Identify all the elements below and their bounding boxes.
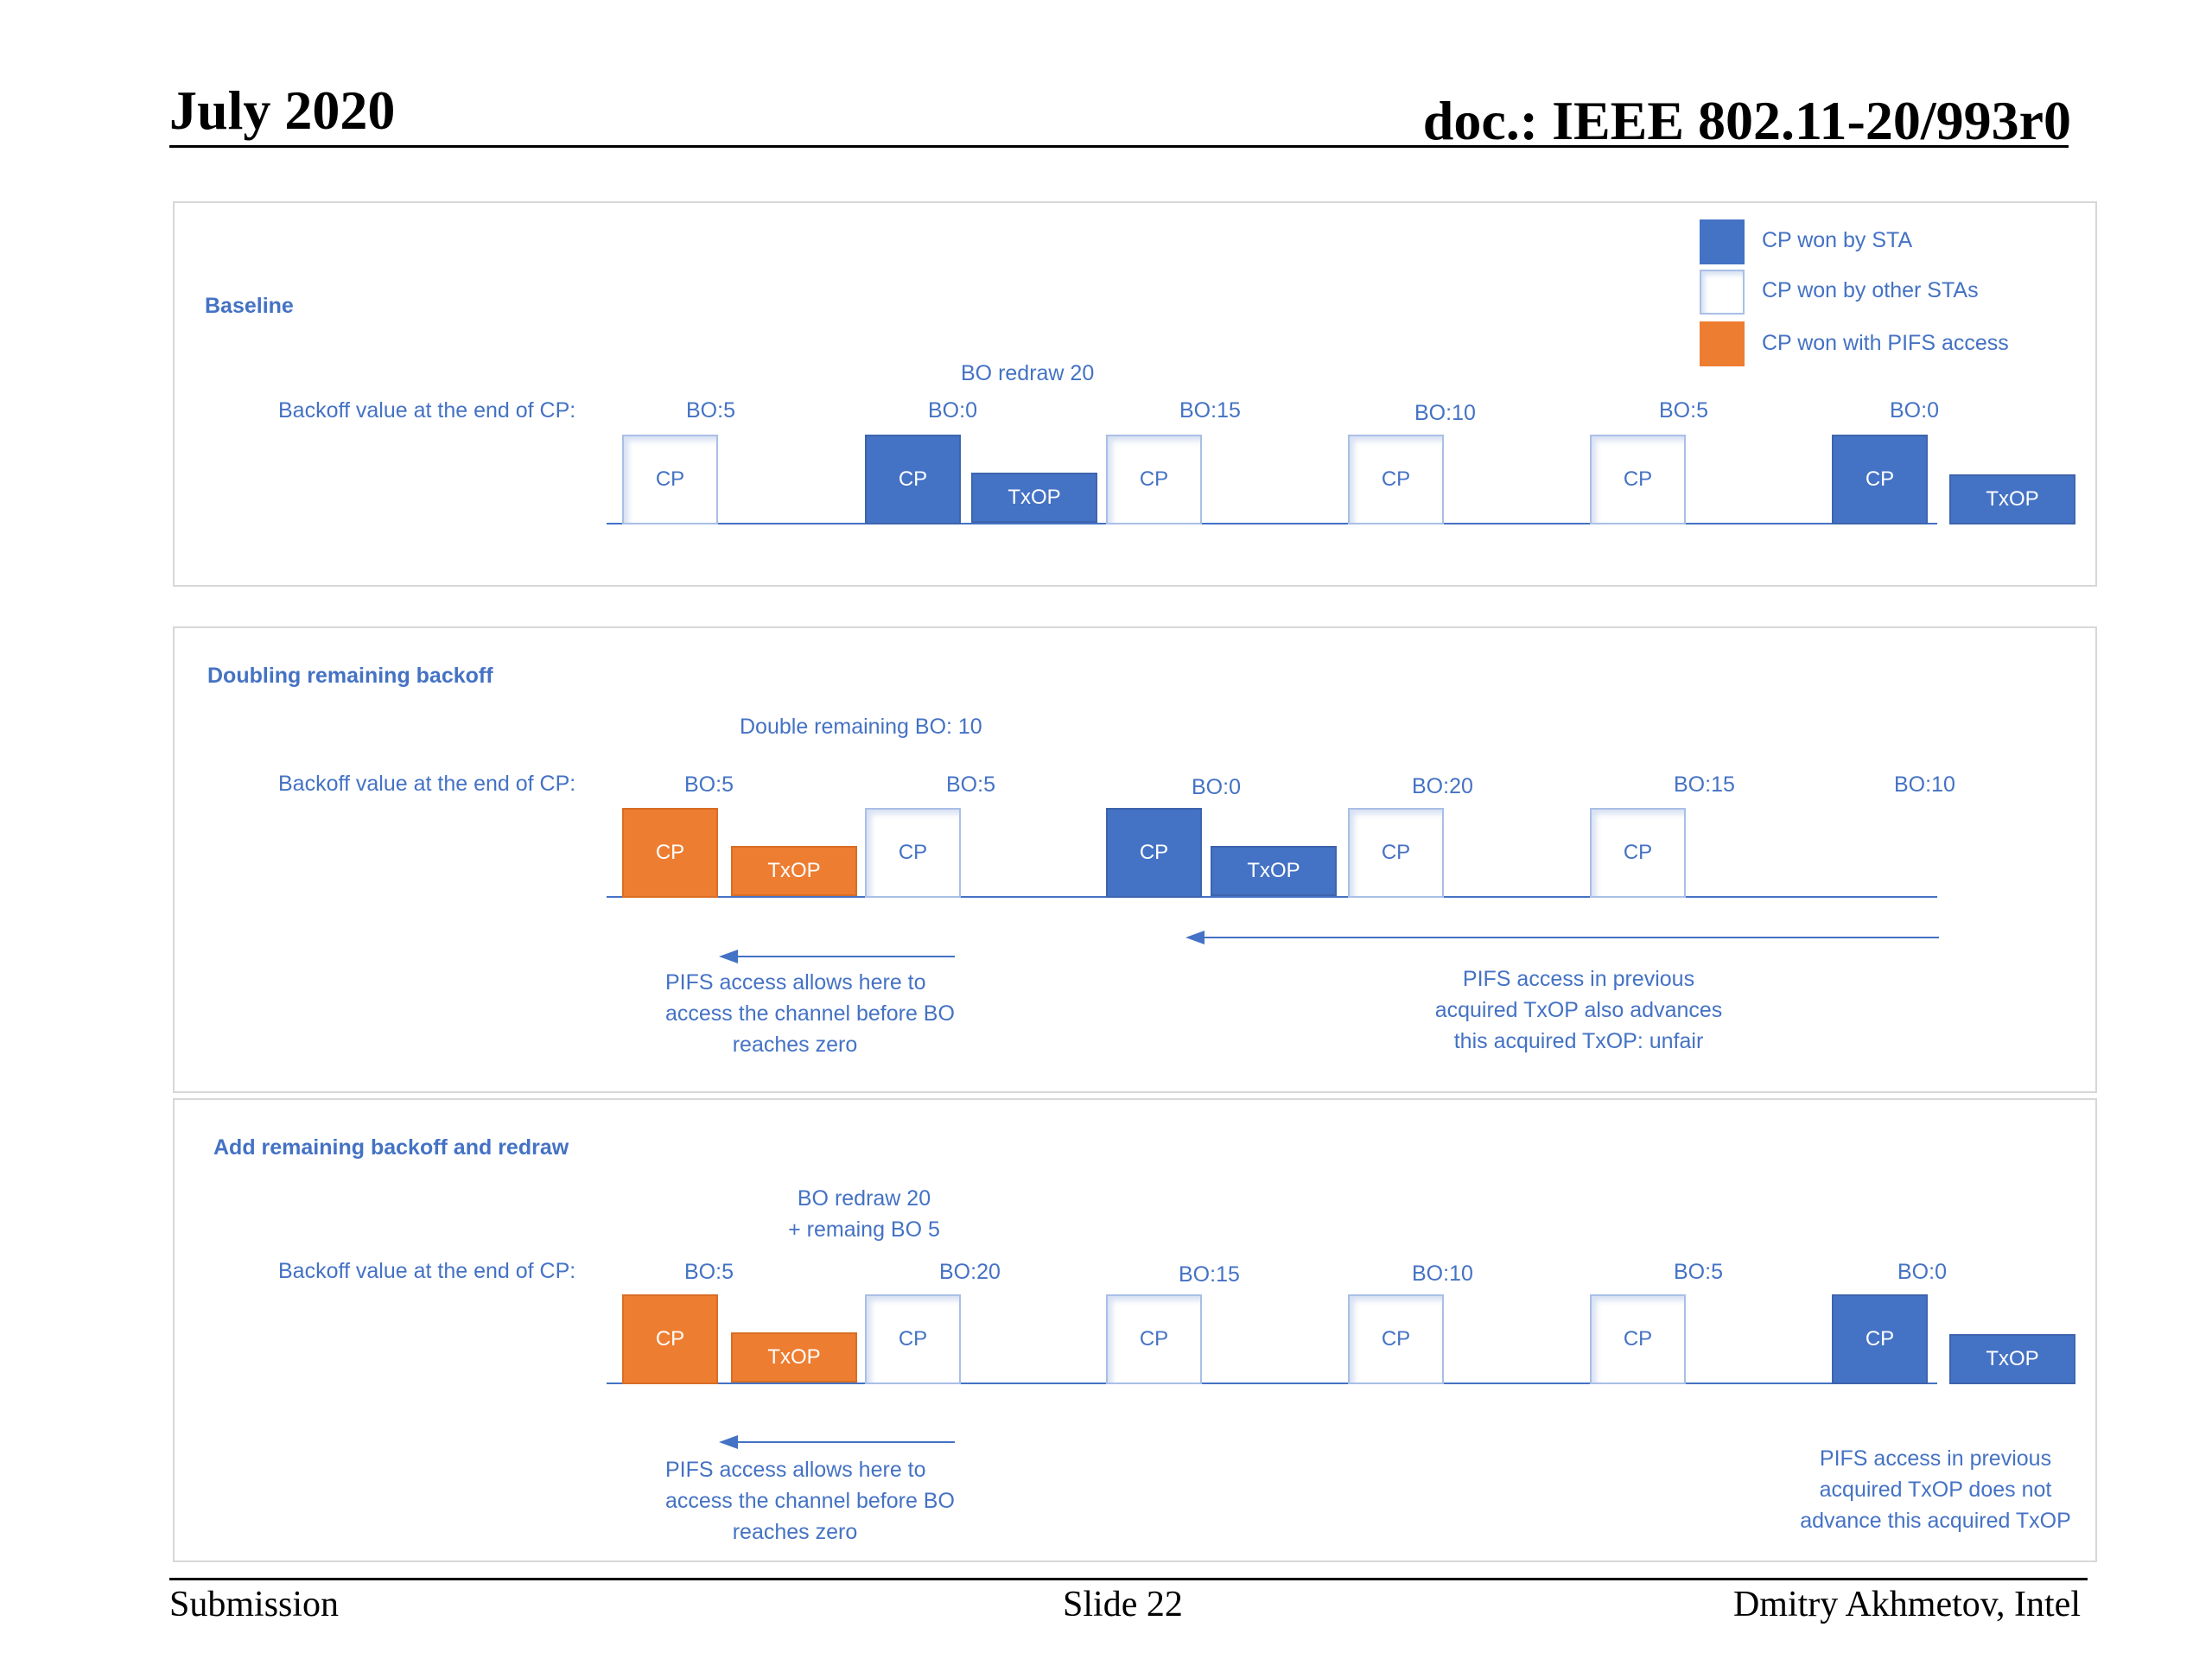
addredraw-txop-1: TxOP xyxy=(731,1332,857,1382)
addredraw-annotation-left-line-1: PIFS access allows here to xyxy=(665,1458,926,1482)
legend-label-pifs: CP won with PIFS access xyxy=(1762,331,2009,355)
doubling-title: Doubling remaining backoff xyxy=(207,664,493,688)
addredraw-note-line-1: BO redraw 20 xyxy=(797,1186,931,1211)
footer-author: Dmitry Akhmetov, Intel xyxy=(1732,1585,2081,1624)
baseline-bo-2: BO:0 xyxy=(928,398,977,423)
doubling-bo-5: BO:15 xyxy=(1674,772,1735,797)
doubling-bo-1: BO:5 xyxy=(684,772,734,797)
addredraw-cp-1: CP xyxy=(622,1294,718,1384)
baseline-cp-3: CP xyxy=(1106,435,1202,524)
baseline-row-label: Backoff value at the end of CP: xyxy=(278,398,576,423)
header-date: July 2020 xyxy=(169,79,396,141)
baseline-bo-1: BO:5 xyxy=(686,398,735,423)
doubling-cp-1: CP xyxy=(622,808,718,898)
legend-swatch-pifs xyxy=(1700,321,1745,366)
doubling-arrow-left xyxy=(719,950,955,963)
baseline-cp-4: CP xyxy=(1348,435,1444,524)
legend-label-other: CP won by other STAs xyxy=(1762,278,1979,302)
baseline-timeline xyxy=(607,523,1937,524)
addredraw-note-line-2: + remaing BO 5 xyxy=(788,1217,940,1242)
doubling-bo-3: BO:0 xyxy=(1192,775,1241,799)
baseline-txop-1: TxOP xyxy=(971,473,1097,523)
addredraw-arrow-left xyxy=(719,1435,955,1449)
addredraw-annotation-right: PIFS access in previous acquired TxOP do… xyxy=(1793,1443,2078,1536)
doubling-annotation-right-line-3: this acquired TxOP: unfair xyxy=(1453,1029,1704,1053)
addredraw-txop-2: TxOP xyxy=(1949,1334,2075,1384)
doubling-bo-6: BO:10 xyxy=(1894,772,1955,797)
doubling-txop-2: TxOP xyxy=(1211,846,1337,896)
doubling-annotation-left-line-3: reaches zero xyxy=(732,1033,858,1057)
footer-slide-number: Slide 22 xyxy=(1063,1585,1183,1624)
legend-swatch-sta xyxy=(1700,219,1745,264)
addredraw-title: Add remaining backoff and redraw xyxy=(213,1135,569,1160)
doubling-annotation-right: PIFS access in previous acquired TxOP al… xyxy=(1432,963,1726,1057)
doubling-annotation-right-line-1: PIFS access in previous xyxy=(1462,967,1695,991)
addredraw-cp-4: CP xyxy=(1348,1294,1444,1384)
addredraw-cp-2: CP xyxy=(865,1294,961,1384)
baseline-bo-5: BO:5 xyxy=(1659,398,1708,423)
baseline-bo-6: BO:0 xyxy=(1890,398,1939,423)
addredraw-bo-6: BO:0 xyxy=(1897,1260,1947,1284)
header-doc-id: doc.: IEEE 802.11-20/993r0 xyxy=(1422,90,2071,151)
addredraw-annotation-right-line-3: advance this acquired TxOP xyxy=(1800,1509,2071,1533)
doubling-row-label: Backoff value at the end of CP: xyxy=(278,772,576,796)
addredraw-cp-6: CP xyxy=(1832,1294,1928,1384)
baseline-panel: Baseline CP won by STA CP won by other S… xyxy=(173,201,2097,587)
addredraw-cp-5: CP xyxy=(1590,1294,1686,1384)
addredraw-annotation-right-line-2: acquired TxOP does not xyxy=(1819,1478,2052,1502)
baseline-cp-2: CP xyxy=(865,435,961,524)
addredraw-cp-3: CP xyxy=(1106,1294,1202,1384)
legend-label-sta: CP won by STA xyxy=(1762,228,1913,252)
doubling-cp-2: CP xyxy=(865,808,961,898)
baseline-bo-4: BO:10 xyxy=(1414,401,1476,425)
addredraw-note: BO redraw 20 + remaing BO 5 xyxy=(760,1183,968,1245)
addredraw-bo-2: BO:20 xyxy=(939,1260,1001,1284)
addredraw-bo-1: BO:5 xyxy=(684,1260,734,1284)
doubling-cp-3: CP xyxy=(1106,808,1202,898)
doubling-note: Double remaining BO: 10 xyxy=(740,715,982,739)
doubling-arrow-right xyxy=(1185,931,1939,944)
footer-rule xyxy=(169,1578,2088,1580)
doubling-bo-2: BO:5 xyxy=(946,772,995,797)
doubling-annotation-left-line-2: access the channel before BO xyxy=(665,1001,955,1026)
doubling-cp-4: CP xyxy=(1348,808,1444,898)
addredraw-annotation-left-line-2: access the channel before BO xyxy=(665,1489,955,1513)
doubling-annotation-left-line-1: PIFS access allows here to xyxy=(665,970,926,995)
addredraw-timeline xyxy=(607,1382,1937,1384)
baseline-note: BO redraw 20 xyxy=(961,361,1095,385)
doubling-timeline xyxy=(607,896,1937,898)
doubling-annotation-left: PIFS access allows here to access the ch… xyxy=(665,967,955,1060)
doubling-bo-4: BO:20 xyxy=(1412,774,1473,798)
addredraw-bo-4: BO:10 xyxy=(1412,1262,1473,1286)
baseline-cp-6: CP xyxy=(1832,435,1928,524)
addredraw-row-label: Backoff value at the end of CP: xyxy=(278,1259,576,1283)
doubling-panel: Doubling remaining backoff Double remain… xyxy=(173,626,2097,1093)
baseline-title: Baseline xyxy=(205,294,294,318)
doubling-cp-5: CP xyxy=(1590,808,1686,898)
addredraw-bo-3: BO:15 xyxy=(1179,1262,1240,1287)
footer-submission: Submission xyxy=(169,1585,340,1624)
header-rule xyxy=(169,145,2069,148)
addredraw-annotation-right-line-1: PIFS access in previous xyxy=(1819,1446,2052,1471)
legend-swatch-other xyxy=(1700,270,1745,315)
baseline-bo-3: BO:15 xyxy=(1179,398,1241,423)
baseline-txop-2: TxOP xyxy=(1949,474,2075,524)
addredraw-bo-5: BO:5 xyxy=(1674,1260,1723,1284)
doubling-txop-1: TxOP xyxy=(731,846,857,896)
addredraw-annotation-left-line-3: reaches zero xyxy=(732,1520,858,1544)
addredraw-panel: Add remaining backoff and redraw BO redr… xyxy=(173,1098,2097,1562)
addredraw-annotation-left: PIFS access allows here to access the ch… xyxy=(665,1454,955,1548)
baseline-cp-5: CP xyxy=(1590,435,1686,524)
doubling-annotation-right-line-2: acquired TxOP also advances xyxy=(1434,998,1723,1022)
baseline-cp-1: CP xyxy=(622,435,718,524)
